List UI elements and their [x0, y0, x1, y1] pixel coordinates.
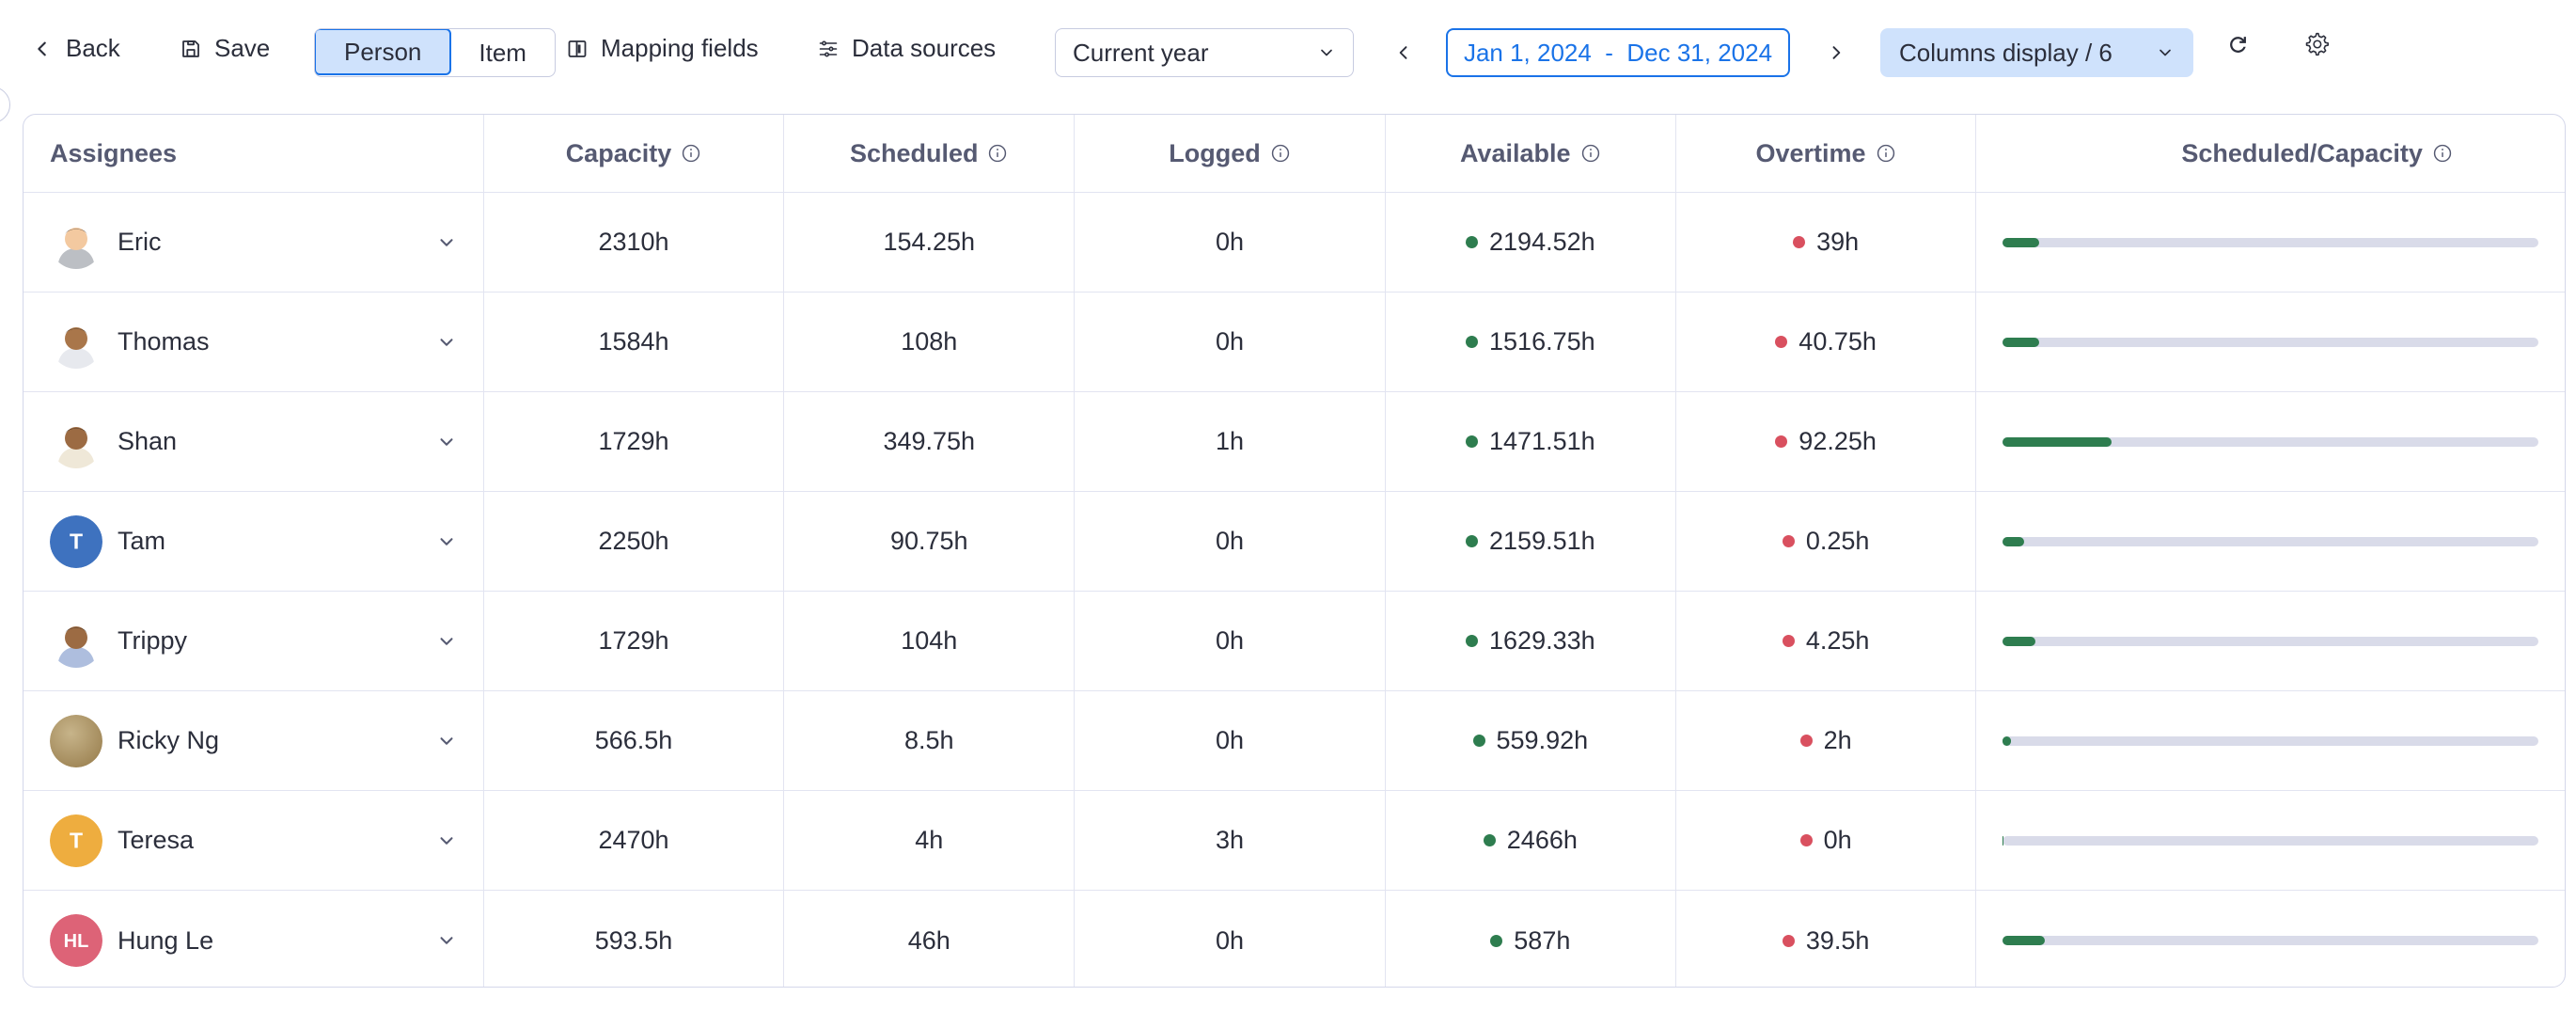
- svg-text:T: T: [70, 828, 83, 852]
- svg-text:HL: HL: [64, 931, 89, 952]
- svg-text:T: T: [70, 529, 83, 553]
